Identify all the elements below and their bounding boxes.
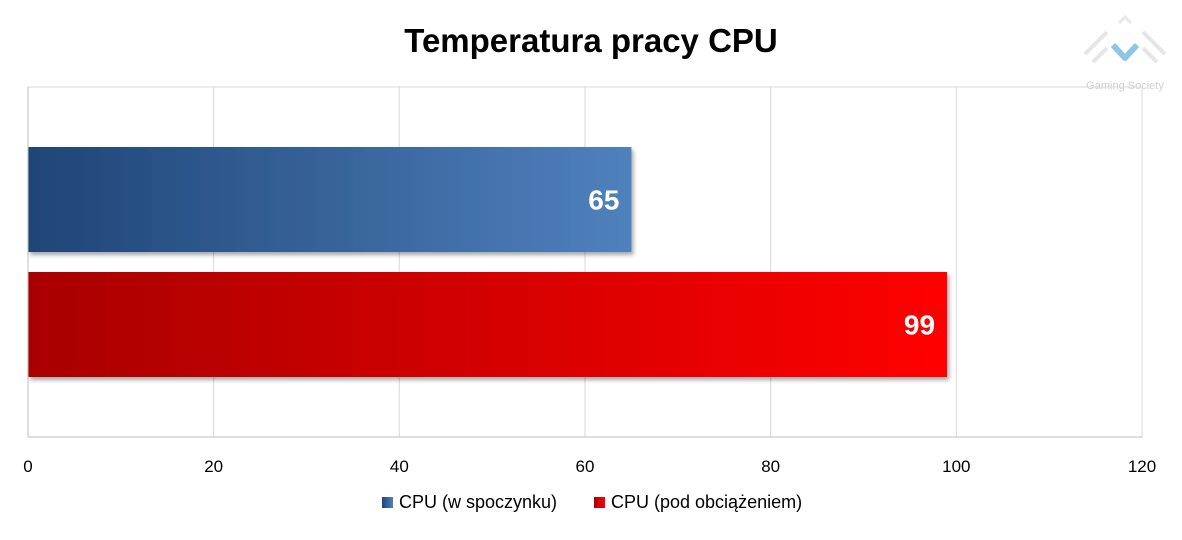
chart-title: Temperatura pracy CPU [404,22,778,59]
x-tick-label: 80 [761,457,780,476]
legend: CPU (w spoczynku) CPU (pod obciążeniem) [382,492,802,512]
watermark-text: Gaming Society [1086,80,1164,92]
data-label: 99 [904,310,935,341]
bar [28,272,948,377]
gridlines [213,87,957,437]
x-tick-label: 120 [1128,457,1156,476]
bars: 65 99 [28,147,948,377]
watermark-logo: Gaming Society [1083,14,1167,92]
legend-label: CPU (w spoczynku) [399,492,557,512]
x-tick-label: 60 [576,457,595,476]
x-tick-label: 100 [942,457,970,476]
x-tick-label: 40 [390,457,409,476]
x-tick-label: 20 [204,457,223,476]
x-tick-label: 0 [23,457,32,476]
chevron-down-logo-icon [1083,14,1167,64]
bar [28,147,632,252]
legend-label: CPU (pod obciążeniem) [611,492,802,512]
data-label: 65 [588,185,619,216]
legend-swatch [594,497,605,508]
legend-swatch [382,497,393,508]
x-axis-ticks: 0 20 40 60 80 100 120 [23,457,1156,476]
